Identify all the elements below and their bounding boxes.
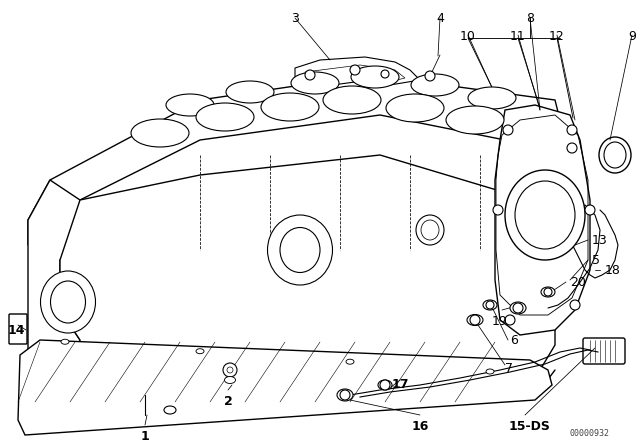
Ellipse shape [468, 87, 516, 109]
Text: 00000932: 00000932 [570, 429, 610, 438]
Ellipse shape [505, 170, 585, 260]
Ellipse shape [386, 94, 444, 122]
Circle shape [380, 380, 390, 390]
Text: 7: 7 [505, 362, 513, 375]
Ellipse shape [196, 103, 254, 131]
Circle shape [493, 205, 503, 215]
Text: 8: 8 [526, 12, 534, 25]
FancyBboxPatch shape [9, 314, 27, 344]
Ellipse shape [483, 300, 497, 310]
Circle shape [350, 65, 360, 75]
Ellipse shape [411, 74, 459, 96]
Polygon shape [28, 75, 560, 245]
Ellipse shape [337, 389, 353, 401]
Ellipse shape [131, 119, 189, 147]
Ellipse shape [346, 359, 354, 364]
Circle shape [585, 205, 595, 215]
Circle shape [305, 70, 315, 80]
Text: 4: 4 [436, 12, 444, 25]
Text: 11: 11 [510, 30, 526, 43]
Text: 16: 16 [412, 420, 429, 433]
Text: 2: 2 [223, 395, 232, 408]
Text: 20: 20 [570, 276, 586, 289]
Text: 17: 17 [391, 378, 409, 391]
Ellipse shape [416, 215, 444, 245]
Circle shape [425, 71, 435, 81]
Text: 9: 9 [628, 30, 636, 43]
Text: 6: 6 [510, 333, 518, 346]
Text: 1: 1 [141, 430, 149, 443]
Ellipse shape [541, 287, 555, 297]
Ellipse shape [291, 72, 339, 94]
Ellipse shape [486, 369, 494, 374]
Ellipse shape [261, 93, 319, 121]
Circle shape [570, 300, 580, 310]
Ellipse shape [40, 271, 95, 333]
Text: 13: 13 [592, 233, 608, 246]
Ellipse shape [467, 314, 483, 326]
Text: 15-DS: 15-DS [509, 420, 551, 433]
Polygon shape [295, 57, 420, 88]
Text: 14: 14 [8, 323, 26, 336]
Polygon shape [18, 340, 552, 435]
Polygon shape [495, 105, 590, 335]
Circle shape [503, 125, 513, 135]
Text: 10: 10 [460, 30, 476, 43]
Ellipse shape [226, 81, 274, 103]
Text: 3: 3 [291, 12, 299, 25]
Polygon shape [28, 180, 80, 390]
Text: 18: 18 [605, 263, 621, 276]
Ellipse shape [166, 94, 214, 116]
Circle shape [340, 390, 350, 400]
Ellipse shape [351, 66, 399, 88]
Circle shape [470, 315, 480, 325]
Circle shape [505, 315, 515, 325]
Circle shape [227, 367, 233, 373]
Circle shape [513, 303, 523, 313]
Ellipse shape [446, 106, 504, 134]
Circle shape [544, 288, 552, 296]
Ellipse shape [510, 302, 526, 314]
Ellipse shape [323, 86, 381, 114]
Circle shape [567, 143, 577, 153]
Ellipse shape [196, 349, 204, 354]
Ellipse shape [61, 339, 69, 344]
Circle shape [381, 70, 389, 78]
Ellipse shape [378, 380, 392, 390]
Circle shape [223, 363, 237, 377]
Ellipse shape [225, 376, 236, 383]
Text: 12: 12 [549, 30, 565, 43]
Circle shape [486, 301, 494, 309]
Text: 19: 19 [492, 315, 508, 328]
Ellipse shape [268, 215, 333, 285]
Polygon shape [28, 120, 560, 420]
Text: 5: 5 [592, 254, 600, 267]
FancyBboxPatch shape [583, 338, 625, 364]
Circle shape [567, 125, 577, 135]
Ellipse shape [164, 406, 176, 414]
